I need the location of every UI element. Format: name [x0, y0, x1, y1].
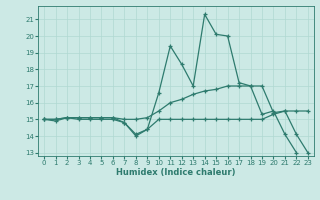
X-axis label: Humidex (Indice chaleur): Humidex (Indice chaleur) [116, 168, 236, 177]
